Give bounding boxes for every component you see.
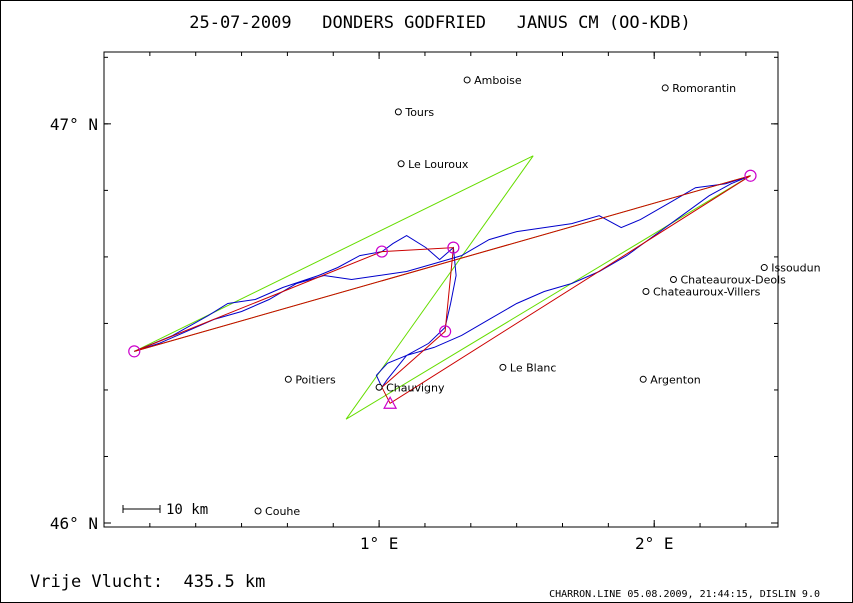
city-label: Chateauroux-Villers xyxy=(653,285,761,298)
city-label: Issoudun xyxy=(771,262,820,275)
city-label: Tours xyxy=(404,106,434,119)
city-marker xyxy=(284,375,292,383)
lat-tick-label: 47° N xyxy=(50,115,98,134)
city-label: Le Louroux xyxy=(408,158,469,171)
scale-bar-label: 10 km xyxy=(166,502,208,518)
turnpoint-marker xyxy=(744,169,757,182)
footer-info: CHARRON.LINE 05.08.2009, 21:44:15, DISLI… xyxy=(549,589,820,600)
city-marker xyxy=(394,108,402,116)
free-flight-distance: Vrije Vlucht: 435.5 km xyxy=(30,572,265,592)
city-label: Argenton xyxy=(650,373,701,386)
city-label: Chauvigny xyxy=(386,381,445,394)
city-marker xyxy=(642,287,650,295)
lon-tick-label: 2° E xyxy=(635,534,674,553)
turnpoint-marker xyxy=(375,245,388,258)
lat-tick-label: 46° N xyxy=(50,514,98,533)
city-marker xyxy=(760,264,768,272)
track-line xyxy=(134,175,751,389)
city-label: Couhe xyxy=(265,505,300,518)
turnpoints xyxy=(128,169,757,409)
city-label: Chateauroux-Deols xyxy=(680,274,786,287)
city-marker xyxy=(669,276,677,284)
turnpoint-marker xyxy=(439,325,452,338)
city-markers: Amboise Tours Romorantin Le Louroux Issoudun… xyxy=(254,74,821,518)
city-label: Le Blanc xyxy=(510,361,557,374)
turnpoint-marker xyxy=(447,241,460,254)
city-marker xyxy=(639,375,647,383)
city-label: Amboise xyxy=(474,74,522,87)
city-label: Romorantin xyxy=(672,82,736,95)
city-marker xyxy=(375,383,383,391)
lon-tick-label: 1° E xyxy=(360,534,399,553)
map-title: 25-07-2009 DONDERS GODFRIED JANUS CM (OO… xyxy=(189,13,691,33)
task-route xyxy=(134,175,751,405)
route-line xyxy=(134,175,751,405)
city-label: Poitiers xyxy=(295,373,336,386)
turnpoint-marker xyxy=(128,345,141,358)
city-marker xyxy=(661,84,669,92)
finish-marker xyxy=(383,396,398,409)
scale-bar: 10 km xyxy=(122,502,208,518)
city-marker xyxy=(254,507,262,515)
flight-track xyxy=(134,175,751,389)
city-marker xyxy=(397,160,405,168)
plot-frame xyxy=(103,51,779,528)
city-marker xyxy=(499,363,507,371)
city-marker xyxy=(463,76,471,84)
axis-ticks: 46° N 47° N 1° E 2° E xyxy=(50,52,778,553)
